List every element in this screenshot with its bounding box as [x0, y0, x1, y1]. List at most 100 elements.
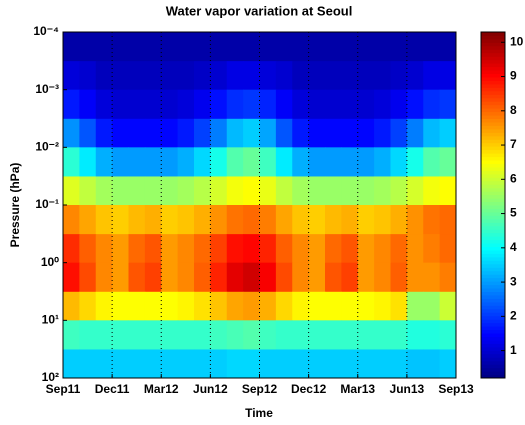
colorbar-tick-label: 8	[510, 103, 517, 117]
heatmap-cell	[292, 320, 310, 350]
heatmap-cell	[144, 205, 162, 235]
colorbar-segment	[481, 305, 505, 310]
colorbar-segment	[481, 142, 505, 147]
heatmap-cell	[390, 147, 408, 177]
heatmap-cell	[226, 118, 244, 148]
heatmap-cell	[439, 61, 457, 91]
heatmap-cell	[390, 118, 408, 148]
heatmap-cell	[210, 320, 228, 350]
colorbar-tick-label: 7	[510, 137, 517, 151]
heatmap-cell	[374, 32, 391, 62]
x-tick-label: Jun13	[390, 382, 425, 396]
colorbar-segment	[481, 336, 505, 341]
heatmap-cell	[226, 205, 244, 235]
colorbar-segment	[481, 294, 505, 299]
heatmap-cell	[210, 262, 228, 293]
heatmap-cell	[259, 205, 277, 235]
heatmap-cell	[308, 118, 326, 148]
heatmap-cell	[357, 205, 375, 235]
heatmap-cell	[341, 320, 359, 350]
colorbar-segment	[481, 343, 505, 348]
colorbar-segment	[481, 329, 505, 334]
heatmap-cell	[194, 176, 211, 206]
heatmap-cell	[194, 262, 211, 293]
colorbar-segment	[481, 284, 505, 289]
heatmap-cell	[374, 262, 391, 293]
colorbar-segment	[481, 70, 505, 75]
colorbar-segment	[481, 205, 505, 209]
heatmap-cell	[275, 176, 293, 206]
colorbar-tick-label: 4	[510, 240, 517, 254]
colorbar-segment	[481, 191, 505, 196]
heatmap-cell	[292, 205, 310, 235]
heatmap-cell	[95, 32, 113, 62]
heatmap-cell	[357, 89, 375, 120]
heatmap-cell	[390, 205, 408, 235]
heatmap-cell	[95, 89, 113, 120]
colorbar-segment	[481, 90, 505, 95]
y-tick-label: 10⁻¹	[35, 197, 59, 211]
colorbar-segment	[481, 156, 505, 161]
heatmap-cell	[161, 118, 179, 148]
colorbar-segment	[481, 256, 505, 261]
heatmap-cell	[144, 349, 162, 379]
heatmap-cell	[308, 262, 326, 293]
colorbar-segment	[481, 32, 505, 36]
heatmap-cell	[292, 291, 310, 321]
heatmap-cell	[308, 32, 326, 62]
heatmap-cell	[112, 205, 129, 235]
heatmap-cell	[161, 205, 179, 235]
heatmap-cell	[325, 61, 342, 91]
heatmap-cell	[144, 89, 162, 120]
heatmap-cell	[259, 262, 277, 293]
heatmap-cell	[210, 176, 228, 206]
heatmap-cell	[177, 320, 195, 350]
heatmap-cell	[259, 147, 277, 177]
heatmap-cell	[161, 262, 179, 293]
colorbar-segment	[481, 201, 505, 206]
heatmap-cell	[63, 262, 80, 293]
heatmap-cell	[390, 32, 408, 62]
heatmap-cell	[79, 147, 97, 177]
heatmap-cell	[357, 349, 375, 379]
heatmap-cell	[177, 262, 195, 293]
heatmap-cell	[308, 176, 326, 206]
heatmap-cell	[357, 118, 375, 148]
heatmap-cell	[275, 118, 293, 148]
heatmap-cell	[259, 234, 277, 264]
heatmap-cell	[161, 89, 179, 120]
heatmap-cell	[95, 320, 113, 350]
heatmap-cell	[357, 61, 375, 91]
heatmap-cell	[128, 262, 146, 293]
colorbar-tick-label: 10	[510, 34, 524, 48]
heatmap-cell	[243, 349, 260, 379]
x-axis-label: Time	[245, 406, 273, 420]
heatmap-cell	[112, 234, 129, 264]
heatmap-cell	[144, 234, 162, 264]
heatmap-cell	[112, 89, 129, 120]
colorbar-segment	[481, 66, 505, 71]
heatmap-cell	[390, 262, 408, 293]
heatmap-cell	[292, 176, 310, 206]
heatmap-cell	[374, 349, 391, 379]
heatmap-cell	[177, 147, 195, 177]
heatmap-cell	[406, 89, 424, 120]
colorbar-segment	[481, 374, 505, 379]
heatmap-cell	[95, 147, 113, 177]
heatmap-cell	[243, 32, 260, 62]
colorbar-segment	[481, 322, 505, 327]
colorbar-segment	[481, 319, 505, 324]
heatmap-cell	[308, 291, 326, 321]
heatmap-cell	[341, 61, 359, 91]
heatmap-cell	[226, 147, 244, 177]
colorbar-segment	[481, 135, 505, 140]
heatmap-cell	[226, 291, 244, 321]
y-axis-label: Pressure (hPa)	[8, 163, 22, 248]
colorbar-segment	[481, 357, 505, 362]
colorbar-segment	[481, 132, 505, 137]
heatmap-cell	[177, 349, 195, 379]
heatmap-cell	[161, 291, 179, 321]
heatmap-cell	[128, 349, 146, 379]
heatmap-cell	[161, 176, 179, 206]
heatmap-cell	[308, 320, 326, 350]
